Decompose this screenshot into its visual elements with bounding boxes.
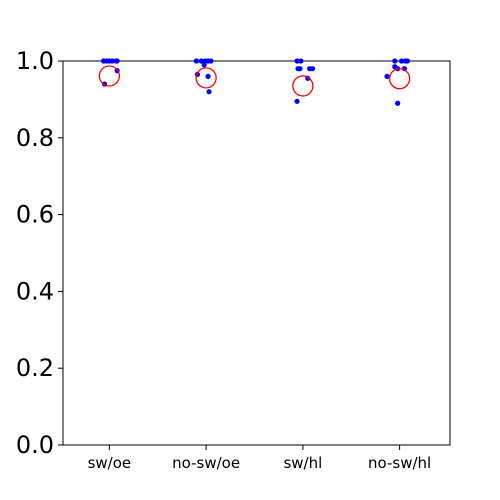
data-point bbox=[297, 66, 303, 72]
data-point bbox=[395, 100, 401, 106]
x-tick-label: no-sw/oe bbox=[172, 454, 240, 472]
data-point bbox=[193, 58, 200, 64]
data-point bbox=[298, 58, 304, 64]
data-point bbox=[392, 58, 398, 64]
y-tick-label: 0.0 bbox=[16, 431, 54, 459]
data-point bbox=[398, 58, 405, 64]
data-point bbox=[201, 62, 207, 68]
data-point bbox=[294, 98, 300, 104]
data-point bbox=[205, 73, 211, 79]
mean-marker bbox=[195, 67, 217, 89]
plot-frame bbox=[62, 60, 451, 446]
data-point bbox=[206, 89, 212, 95]
data-point bbox=[114, 58, 120, 64]
y-tick-label: 0.8 bbox=[16, 124, 54, 152]
mean-marker bbox=[98, 65, 121, 87]
data-point bbox=[384, 73, 390, 79]
y-tick-label: 0.6 bbox=[16, 201, 54, 229]
y-tick-label: 0.4 bbox=[16, 277, 54, 305]
x-tick-label: sw/oe bbox=[88, 454, 132, 472]
mean-marker bbox=[388, 68, 411, 90]
y-tick-label: 0.2 bbox=[16, 354, 54, 382]
data-point bbox=[309, 66, 316, 72]
y-tick-label: 1.0 bbox=[16, 47, 54, 75]
x-tick-label: sw/hl bbox=[283, 454, 322, 472]
data-point bbox=[294, 58, 300, 64]
mean-markers bbox=[98, 65, 411, 97]
x-axis: sw/oe no-sw/oe sw/hl no-sw/hl bbox=[88, 445, 431, 472]
data-point bbox=[208, 58, 214, 64]
data-points bbox=[100, 58, 410, 106]
mean-marker bbox=[292, 75, 314, 97]
y-axis: 0.0 0.2 0.4 0.6 0.8 1.0 bbox=[16, 47, 63, 459]
data-point bbox=[404, 58, 410, 64]
data-point bbox=[198, 58, 204, 64]
data-point bbox=[109, 58, 115, 64]
x-tick-label: no-sw/hl bbox=[368, 454, 431, 472]
